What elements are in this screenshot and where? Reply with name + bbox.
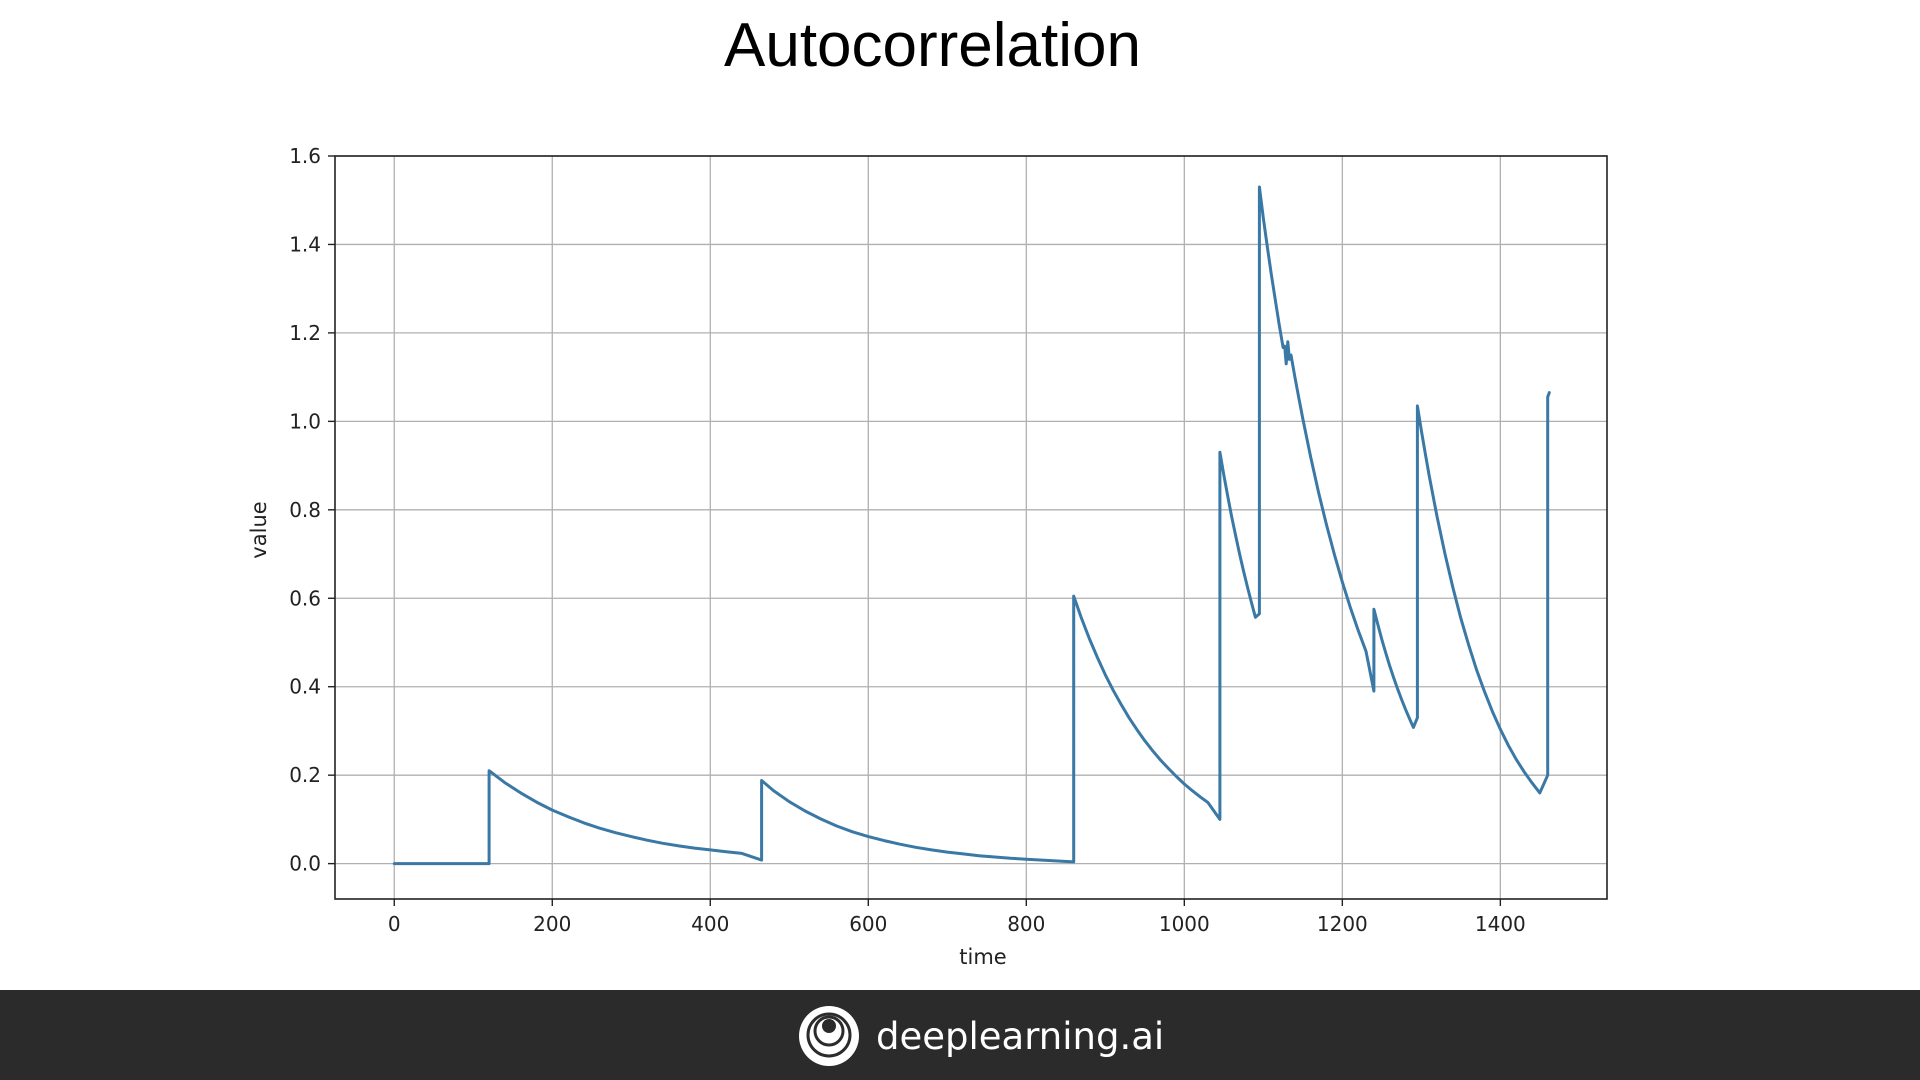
y-tick-label: 1.0 (289, 409, 321, 433)
y-tick-label: 0.8 (289, 498, 321, 522)
brand[interactable]: deeplearning.ai (798, 1004, 1164, 1068)
x-tick-label: 800 (1007, 912, 1045, 936)
deeplearning-ai-logo-icon (799, 1006, 859, 1066)
plot-frame (334, 155, 1608, 900)
slide-title: Autocorrelation (723, 11, 1142, 80)
y-tick-label: 1.4 (289, 232, 321, 256)
x-tick-label: 1200 (1317, 912, 1368, 936)
x-axis-label: time (959, 945, 1006, 969)
y-tick-label: 0.4 (289, 675, 321, 699)
series-line (392, 185, 1551, 866)
x-tick-label: 400 (691, 912, 729, 936)
autocorrelation-chart: 0 200 400 600 800 1000 1200 1400 0.0 0.2 0.4 0.6 0.8… (247, 144, 1608, 969)
x-tick-label: 1400 (1475, 912, 1526, 936)
y-tick-label: 0.0 (289, 852, 321, 876)
brand-name: deeplearning.ai (876, 1014, 1165, 1058)
x-tick-label: 600 (849, 912, 887, 936)
y-tick-label: 1.6 (289, 144, 321, 168)
y-tick-label: 0.2 (289, 763, 321, 787)
slide: Autocorrelation 0 200 400 600 800 1000 1200 140… (247, 11, 1608, 969)
x-tick-label: 200 (533, 912, 571, 936)
x-tick-label: 1000 (1159, 912, 1210, 936)
y-tick-label: 1.2 (289, 321, 321, 345)
x-tick-label: 0 (388, 912, 401, 936)
y-axis-label: value (247, 501, 271, 558)
footer-bar (0, 990, 1920, 1080)
y-tick-label: 0.6 (289, 586, 321, 610)
